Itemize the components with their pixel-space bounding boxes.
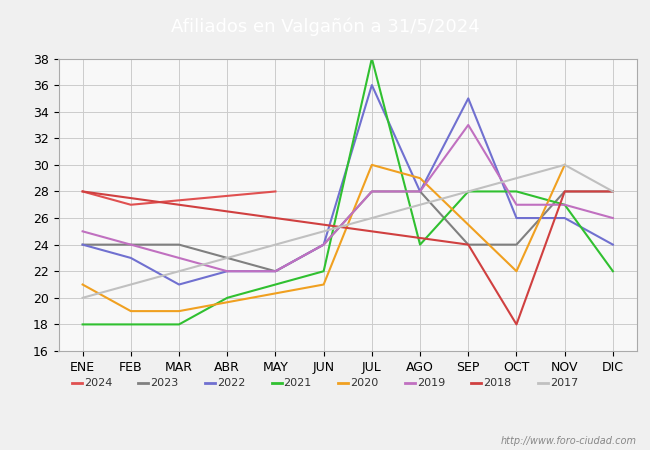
Text: 2018: 2018 <box>484 378 512 387</box>
Text: http://www.foro-ciudad.com: http://www.foro-ciudad.com <box>501 436 637 446</box>
Text: 2024: 2024 <box>84 378 112 387</box>
Text: Afiliados en Valgañón a 31/5/2024: Afiliados en Valgañón a 31/5/2024 <box>170 18 480 36</box>
Text: 2022: 2022 <box>217 378 245 387</box>
Text: 2020: 2020 <box>350 378 378 387</box>
Text: 2023: 2023 <box>150 378 179 387</box>
Text: 2019: 2019 <box>417 378 445 387</box>
Text: 2017: 2017 <box>550 378 578 387</box>
Text: 2021: 2021 <box>283 378 312 387</box>
